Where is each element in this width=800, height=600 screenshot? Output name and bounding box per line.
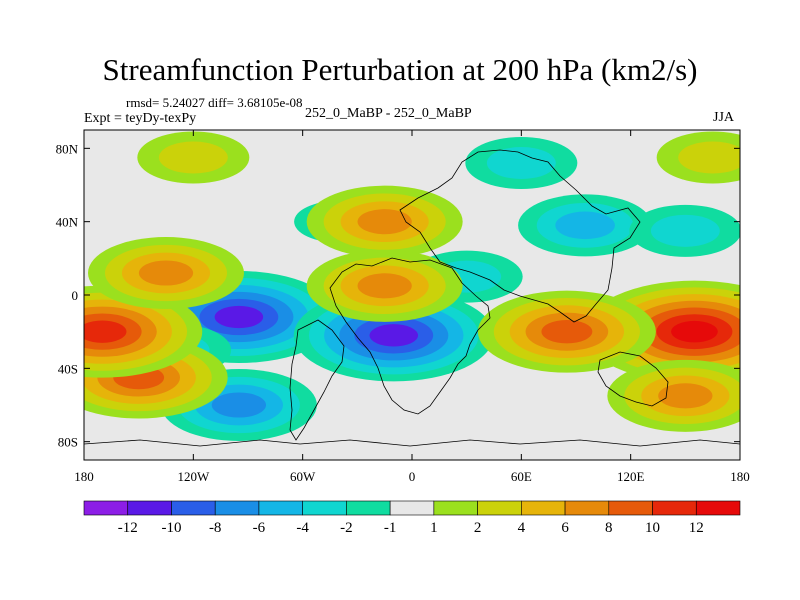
anomaly-14-band-4 — [357, 209, 412, 235]
y-tick-label-0: 80N — [56, 141, 79, 156]
colorbar-swatch-0 — [83, 500, 129, 516]
x-tick-label-0: 180 — [74, 469, 94, 484]
anomaly-15-band-4 — [357, 273, 412, 299]
antarctica-outline — [84, 439, 740, 447]
colorbar-label-5: -2 — [340, 520, 353, 536]
colorbar-swatch-4 — [258, 500, 303, 516]
colorbar-swatch-12 — [608, 500, 653, 516]
anomaly-13-band-4 — [138, 260, 194, 286]
colorbar-swatch-3 — [214, 500, 260, 516]
colorbar-swatch-14 — [695, 500, 741, 516]
colorbar-label-1: -10 — [161, 520, 181, 536]
colorbar-swatch-9 — [477, 500, 522, 516]
anomaly-10-band-5 — [541, 319, 593, 344]
colorbar-label-8: 2 — [474, 520, 482, 536]
colorbar-swatch-2 — [171, 500, 216, 516]
anomaly-18-band-2 — [678, 141, 740, 174]
experiment-label: Expt = teyDy-texPy — [84, 111, 197, 126]
colorbar-label-3: -6 — [253, 520, 266, 536]
colorbar-label-6: -1 — [384, 520, 397, 536]
colorbar-swatch-5 — [302, 500, 347, 516]
colorbar-label-13: 12 — [689, 520, 704, 536]
africa-outline — [329, 257, 491, 415]
anomaly-1-band-6 — [369, 324, 419, 347]
colorbar-label-11: 8 — [605, 520, 613, 536]
continent-outlines — [84, 149, 740, 447]
south-america-outline — [289, 319, 345, 441]
colorbar-swatch-1 — [127, 500, 172, 516]
colorbar-label-12: 10 — [645, 520, 660, 536]
stats-label: rmsd= 5.24027 diff= 3.68105e-08 — [126, 95, 303, 110]
x-tick-label-2: 60W — [290, 469, 316, 484]
anomaly-0-band-6 — [214, 305, 264, 329]
x-tick-label-1: 120W — [177, 469, 210, 484]
y-tick-label-2: 0 — [72, 288, 79, 303]
colorbar-swatch-8 — [433, 500, 478, 516]
season-label: JJA — [713, 110, 735, 125]
colorbar-label-2: -8 — [209, 520, 222, 536]
x-tick-label-4: 60E — [511, 469, 532, 484]
australia-outline — [597, 351, 669, 407]
colorbar-swatch-11 — [564, 500, 610, 516]
contour-field — [84, 130, 740, 460]
colorbar-swatch-13 — [652, 500, 697, 516]
x-tick-label-6: 180 — [730, 469, 750, 484]
y-tick-label-4: 80S — [58, 435, 78, 450]
anomaly-12-band-6 — [84, 320, 127, 343]
x-tick-label-5: 120E — [617, 469, 645, 484]
anomaly-9-band-7 — [671, 320, 718, 343]
colorbar: -12 -10 -8 -6 -4 -2 -1 1 2 4 6 8 10 12 — [83, 500, 741, 536]
colorbar-swatch-10 — [521, 500, 566, 516]
colorbar-label-9: 4 — [518, 520, 526, 536]
anomaly-5-band-2 — [650, 214, 720, 247]
experiment-pair-label: 252_0_MaBP - 252_0_MaBP — [305, 106, 472, 121]
eurasia-outline — [399, 149, 641, 323]
anomaly-17-band-2 — [158, 141, 228, 174]
anomaly-2-band-4 — [211, 392, 267, 418]
colorbar-label-10: 6 — [561, 520, 569, 536]
anomaly-4-band-3 — [555, 211, 615, 240]
colorbar-swatch-7 — [389, 500, 435, 516]
colorbar-label-7: 1 — [430, 520, 438, 536]
colorbar-swatch-6 — [346, 500, 391, 516]
y-tick-label-1: 40N — [56, 215, 79, 230]
chart-title: Streamfunction Perturbation at 200 hPa (… — [102, 52, 698, 87]
anomaly-7-band-2 — [486, 147, 556, 179]
x-axis: 180 120W 60W 0 60E 120E 180 — [74, 130, 750, 484]
colorbar-label-0: -12 — [118, 520, 138, 536]
y-axis: 80N 40N 0 40S 80S — [56, 141, 740, 450]
anomaly-16-band-4 — [658, 383, 713, 409]
y-tick-label-3: 40S — [58, 361, 78, 376]
x-tick-label-3: 0 — [409, 469, 416, 484]
colorbar-label-4: -4 — [296, 520, 309, 536]
